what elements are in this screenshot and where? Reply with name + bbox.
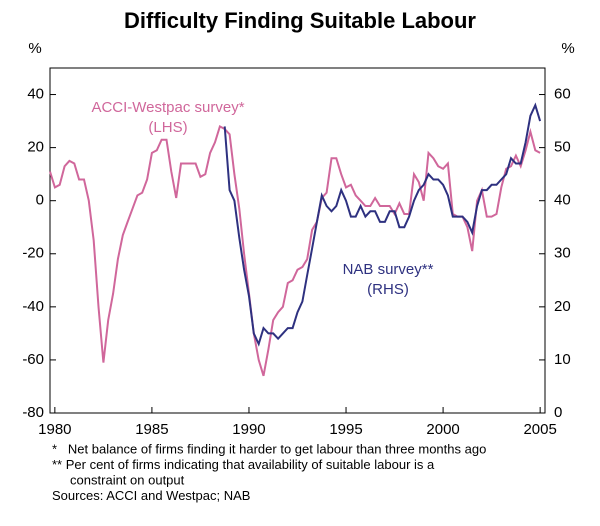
y-tick-label: -20 <box>22 245 44 262</box>
y-tick-label: 0 <box>36 192 44 209</box>
y2-tick-label: 20 <box>554 298 571 315</box>
x-tick-label: 2000 <box>426 421 459 438</box>
x-tick-label: 1980 <box>38 421 71 438</box>
series-label: NAB survey** <box>343 261 434 278</box>
footnote: Sources: ACCI and Westpac; NAB <box>52 488 250 503</box>
footnote: ** Per cent of firms indicating that ava… <box>52 457 435 472</box>
chart-title: Difficulty Finding Suitable Labour <box>124 8 476 33</box>
y2-tick-label: 40 <box>554 192 571 209</box>
y2-tick-label: 0 <box>554 404 562 421</box>
footnote: * Net balance of firms finding it harder… <box>52 441 486 456</box>
series-line <box>49 124 541 377</box>
x-tick-label: 1985 <box>135 421 168 438</box>
y2-tick-label: 50 <box>554 139 571 156</box>
y2-tick-label: 10 <box>554 351 571 368</box>
y-unit: % <box>28 40 41 57</box>
series-sublabel: (RHS) <box>367 281 409 298</box>
series-sublabel: (LHS) <box>148 119 187 136</box>
y-tick-label: -80 <box>22 404 44 421</box>
x-tick-label: 1995 <box>329 421 362 438</box>
y2-tick-label: 30 <box>554 245 571 262</box>
x-tick-label: 1990 <box>232 421 265 438</box>
series-line <box>223 102 542 347</box>
series-label: ACCI-Westpac survey* <box>91 99 244 116</box>
y-tick-label: -60 <box>22 351 44 368</box>
footnote: constraint on output <box>52 472 185 487</box>
y-tick-label: -40 <box>22 298 44 315</box>
y2-unit: % <box>561 40 574 57</box>
x-tick-label: 2005 <box>523 421 556 438</box>
y-tick-label: 20 <box>27 139 44 156</box>
y2-tick-label: 60 <box>554 86 571 103</box>
y-tick-label: 40 <box>27 86 44 103</box>
plot-frame <box>49 67 546 414</box>
